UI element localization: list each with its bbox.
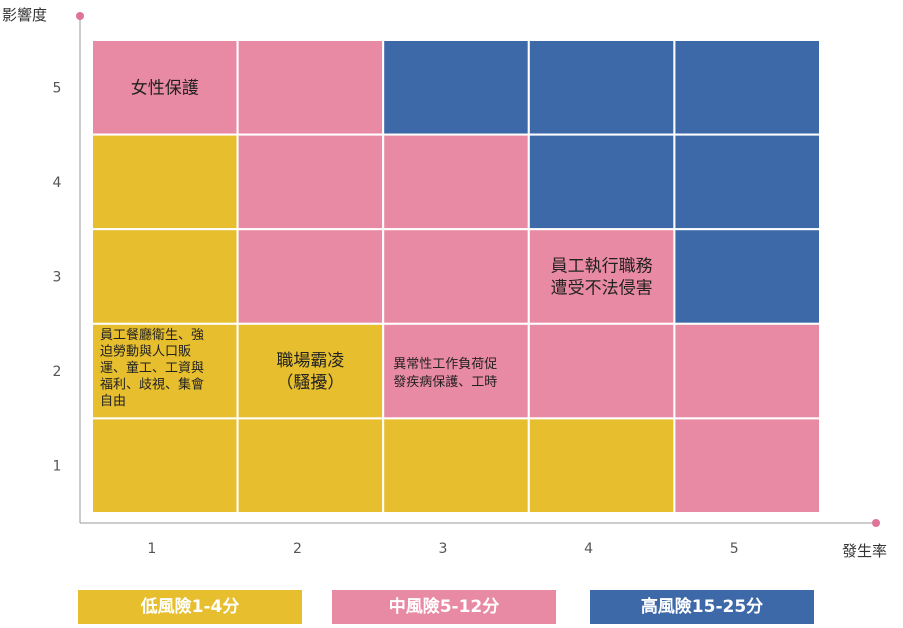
cell-annotation: 女性保護: [131, 78, 199, 98]
y-tick-label: 3: [53, 270, 62, 286]
cell-x2-y4: [236, 133, 385, 231]
cell-x2-y2: [236, 322, 385, 420]
y-tick-label: 1: [53, 459, 62, 475]
annotation-line: 員工執行職務: [551, 257, 653, 277]
legend-mid-risk: 中風險5-12分: [332, 590, 556, 624]
cell-annotation: 職場霸凌（騷擾）: [276, 351, 344, 393]
cell-x5-y2: [673, 322, 822, 420]
legend-low-risk: 低風險1-4分: [78, 590, 302, 624]
cell-annotation: 異常性工作負荷促發疾病保護、工時: [393, 357, 497, 390]
cell-x3-y1: [382, 417, 530, 514]
y-axis-label: 影響度: [2, 6, 48, 24]
annotation-line: 員工餐廳衛生、強: [100, 327, 204, 343]
cell-x1-y1: [91, 417, 239, 514]
x-tick-label: 1: [147, 541, 156, 557]
annotation-line: 遭受不法侵害: [551, 279, 653, 299]
x-tick-label: 2: [293, 541, 302, 557]
cell-x5-y5: [673, 39, 822, 136]
annotation-line: 迫勞動與人口販: [100, 344, 191, 359]
cell-annotation: 員工餐廳衛生、強迫勞動與人口販運、童工、工資與福利、歧視、集會自由: [100, 327, 204, 409]
y-axis-end-dot: [76, 12, 84, 20]
annotation-line: （騷擾）: [276, 373, 344, 393]
cell-x2-y3: [236, 228, 385, 325]
cell-x3-y3: [382, 228, 530, 325]
cell-x4-y1: [527, 417, 676, 514]
cell-x3-y4: [382, 133, 530, 231]
cell-x5-y1: [673, 417, 822, 514]
legend-high-risk: 高風險15-25分: [590, 590, 814, 624]
cell-x2-y5: [236, 39, 385, 136]
x-axis-end-dot: [872, 519, 880, 527]
annotation-line: 運、童工、工資與: [100, 360, 204, 376]
cell-x4-y2: [527, 322, 676, 420]
cell-x5-y4: [673, 133, 822, 231]
cell-x1-y2: [91, 322, 239, 420]
annotation-line: 發疾病保護、工時: [393, 374, 497, 390]
cell-x4-y5: [527, 39, 676, 136]
cell-x1-y5: [91, 39, 239, 136]
annotation-line: 職場霸凌: [276, 351, 344, 371]
annotation-line: 福利、歧視、集會: [100, 376, 204, 392]
annotation-line: 異常性工作負荷促: [393, 357, 497, 372]
cell-x1-y3: [91, 228, 239, 325]
x-axis-label: 發生率: [842, 542, 888, 560]
y-tick-label: 5: [53, 80, 62, 96]
cell-annotation: 員工執行職務遭受不法侵害: [551, 257, 653, 299]
y-tick-label: 4: [53, 175, 62, 191]
cell-x5-y3: [673, 228, 822, 325]
x-tick-label: 4: [584, 541, 593, 557]
cell-x1-y4: [91, 133, 239, 231]
annotation-line: 女性保護: [131, 78, 199, 98]
cell-x4-y4: [527, 133, 676, 231]
cell-x3-y2: [382, 322, 530, 420]
annotation-line: 自由: [100, 394, 126, 409]
x-tick-label: 5: [730, 541, 739, 557]
cell-x3-y5: [382, 39, 530, 136]
y-tick-label: 2: [53, 364, 62, 380]
x-tick-label: 3: [439, 541, 448, 557]
cell-x4-y3: [527, 228, 676, 325]
cell-x2-y1: [236, 417, 385, 514]
